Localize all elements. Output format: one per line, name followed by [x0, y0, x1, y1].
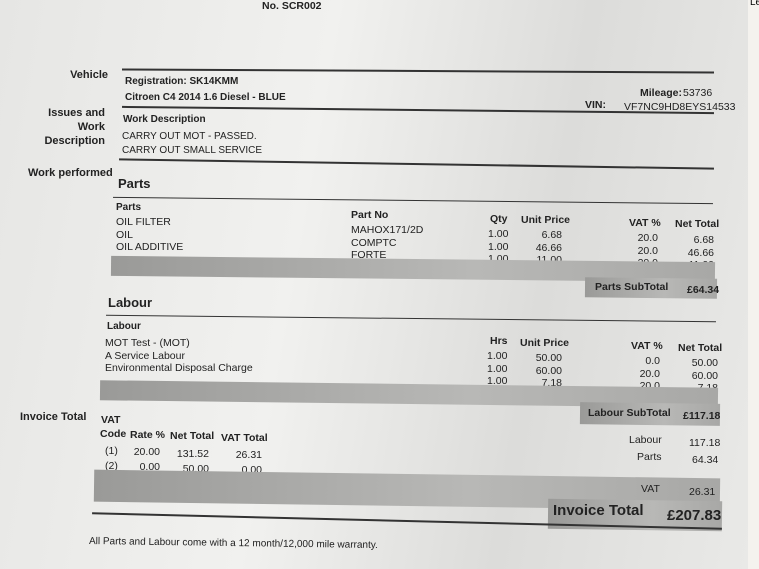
totals-labour-label: Labour — [629, 434, 662, 446]
part-item: OIL FILTER — [116, 216, 171, 228]
part-qty: 1.00 — [488, 240, 509, 253]
work-performed-label: Work performed — [28, 167, 113, 179]
vehicle-label: Vehicle — [70, 69, 108, 81]
vat-header-rate: Rate % — [130, 429, 166, 441]
labour-header-net-total: Net Total — [678, 342, 723, 354]
invoice-total-label: Invoice Total — [20, 411, 87, 423]
divider — [106, 314, 716, 323]
totals-labour-value: 117.18 — [689, 437, 721, 449]
vat-header-net: Net Total — [170, 430, 215, 442]
totals-parts-value: 64.34 — [692, 454, 719, 466]
vat-rates: 20.00 0.00 — [130, 444, 160, 474]
labour-item: A Service Labour — [105, 349, 185, 362]
parts-header-part-no: Part No — [351, 209, 389, 221]
invoice-total-label-text: Invoice Total — [553, 502, 644, 519]
labour-title: Labour — [108, 295, 153, 310]
invoice-total-value: £207.83 — [667, 507, 722, 524]
document-number: No. SCR002 — [262, 0, 322, 12]
totals-parts-label: Parts — [637, 451, 662, 463]
labour-subtotal-label: Labour SubTotal — [588, 407, 671, 419]
issues-label: Issues and Work Description — [44, 107, 105, 147]
mileage-label: Mileage: — [640, 87, 683, 99]
labour-hrs: 1.00 1.00 1.00 — [487, 350, 507, 388]
vat-title: VAT — [101, 414, 121, 426]
part-net-total: 46.66 — [687, 246, 714, 259]
vat-header-vat-total: VAT Total — [221, 432, 268, 444]
parts-header-vat: VAT % — [629, 217, 661, 229]
warranty-note: All Parts and Labour come with a 12 mont… — [88, 535, 378, 552]
vat-net: 131.52 — [176, 448, 209, 460]
parts-subtotal-value: £64.34 — [687, 284, 720, 296]
labour-header-hrs: Hrs — [490, 335, 508, 347]
parts-header-item: Parts — [116, 202, 142, 213]
parts-header-net-total: Net Total — [675, 218, 720, 230]
part-qty: 1.00 — [488, 228, 509, 240]
labour-header-item: Labour — [107, 321, 141, 332]
labour-unit-price: 60.00 — [535, 364, 562, 377]
vat-code: (2) — [105, 460, 118, 472]
vat-codes: (1) (2) — [105, 443, 118, 473]
background-page-edge: Le — [748, 0, 759, 569]
side-page-text: Le — [750, 0, 759, 8]
vat-rate: 20.00 — [133, 446, 160, 458]
labour-hrs: 1.00 — [487, 375, 508, 387]
part-vat: 20.0 — [637, 244, 658, 257]
part-number: COMPTC — [351, 236, 397, 249]
parts-numbers: MAHOX171/2D COMPTC FORTE — [351, 224, 423, 262]
totals-vat-value: 26.31 — [689, 486, 716, 498]
vat-code: (1) — [105, 445, 118, 457]
totals-vat-label: VAT — [641, 483, 660, 495]
part-number: MAHOX171/2D — [351, 224, 424, 236]
work-line: CARRY OUT MOT - PASSED. — [122, 131, 257, 142]
labour-hrs: 1.00 — [487, 350, 508, 362]
parts-header-unit-price: Unit Price — [521, 214, 571, 226]
labour-header-unit-price: Unit Price — [520, 337, 570, 349]
labour-items: MOT Test - (MOT) A Service Labour Environm… — [105, 337, 253, 375]
registration: Registration: SK14KMM — [125, 76, 239, 87]
work-line: CARRY OUT SMALL SERVICE — [122, 145, 263, 156]
labour-item: MOT Test - (MOT) — [105, 337, 190, 349]
parts-title: Parts — [118, 176, 151, 191]
part-net-total: 6.68 — [693, 234, 714, 246]
divider — [119, 158, 714, 170]
work-description-heading: Work Description — [123, 114, 206, 125]
part-vat: 20.0 — [637, 232, 658, 244]
part-item: OIL ADDITIVE — [116, 241, 184, 253]
labour-vat: 0.0 — [645, 355, 660, 367]
divider — [113, 196, 713, 205]
labour-hrs: 1.00 — [487, 362, 508, 375]
labour-header-vat: VAT % — [631, 340, 663, 352]
labour-item: Environmental Disposal Charge — [105, 362, 253, 374]
vat-total: 26.31 — [235, 449, 262, 461]
part-item: OIL — [116, 228, 133, 241]
labour-subtotal-value: £117.18 — [683, 410, 721, 422]
parts-header-qty: Qty — [490, 213, 508, 225]
divider — [122, 68, 714, 74]
parts-subtotal-label: Parts SubTotal — [595, 281, 669, 293]
part-unit-price: 6.68 — [541, 229, 562, 241]
labour-net-total: 50.00 — [691, 357, 718, 369]
mileage-value: 53736 — [683, 87, 713, 99]
labour-net-total: 60.00 — [691, 369, 718, 382]
part-unit-price: 46.66 — [535, 241, 562, 254]
vat-header-code: Code — [100, 428, 127, 440]
parts-items: OIL FILTER OIL OIL ADDITIVE — [116, 216, 183, 254]
labour-vat: 20.0 — [639, 367, 660, 380]
labour-unit-price: 50.00 — [535, 352, 562, 364]
labour-unit: 50.00 60.00 7.18 — [530, 352, 562, 390]
vehicle-description: Citroen C4 2014 1.6 Diesel - BLUE — [125, 92, 286, 103]
vin-value: VF7NC9HD8EYS14533 — [624, 101, 736, 113]
vin-label: VIN: — [585, 99, 606, 111]
